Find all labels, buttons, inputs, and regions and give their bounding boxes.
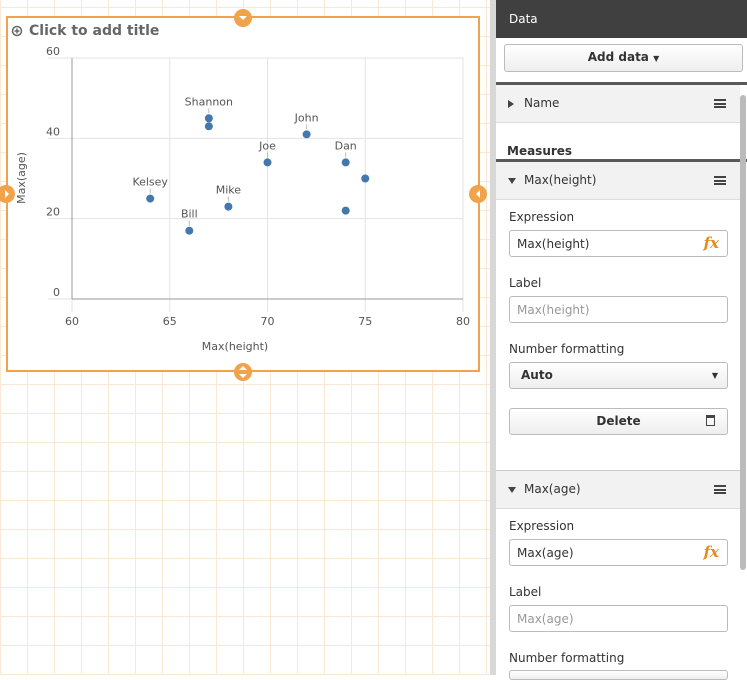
dimension-row[interactable]: Name [496,85,740,123]
x-tick-label: 60 [65,315,79,328]
point [341,158,350,167]
label-input[interactable]: Max(age) [509,605,728,632]
handle-arrow [476,190,480,198]
scrollbar[interactable] [740,95,746,570]
field-label: Number formatting [509,342,625,356]
resize-handles [0,9,487,381]
point [361,174,370,183]
caret: ▼ [711,371,718,380]
drag-handle [714,485,726,494]
x-axis-label: Max(height) [202,340,268,353]
field-label: Label [509,585,542,599]
y-tick-label: 20 [46,206,60,219]
input-text: Max(height) [517,237,590,251]
measure-row[interactable]: Max(height) [496,162,740,200]
y-tick-label: 40 [46,125,60,138]
point [204,122,213,131]
trash-icon [706,415,715,426]
point [204,114,213,123]
y-tick-label: 0 [53,286,60,299]
handle-arrow [5,190,9,198]
fx-icon[interactable]: fx [703,234,719,252]
separator [496,470,740,471]
expression-input[interactable]: Max(age) fx [509,539,728,566]
input-text: Max(age) [517,546,574,560]
field-label: Number formatting [509,651,625,665]
point [302,130,311,139]
separator [496,159,747,162]
measure-name: Max(age) [524,482,581,496]
point-label: Joe [258,139,276,152]
caret: ▼ [653,54,660,63]
drag-handle [714,176,726,185]
collapse-icon [508,178,516,184]
format-dropdown[interactable]: Auto ▼ [509,362,728,389]
point [224,202,233,211]
measure-row[interactable]: Max(age) [496,471,740,509]
x-tick-label: 70 [261,315,275,328]
dimension-name: Name [524,96,560,110]
measure-name: Max(height) [524,173,597,187]
delete-button[interactable]: Delete [509,408,728,435]
placeholder: Max(height) [517,303,590,317]
panel-title: Data [509,12,538,26]
add-data-button[interactable]: Add data ▼ [504,44,743,72]
fx-icon[interactable]: fx [703,543,719,561]
chart-frame [6,16,480,372]
y-axis-label: Max(age) [15,152,28,204]
placeholder: Max(age) [517,612,574,626]
field-label: Expression [509,519,575,533]
button-text: Delete [596,414,641,428]
point-label: Dan [335,139,357,152]
point [146,194,155,203]
point [185,226,194,235]
point-label: Kelsey [132,176,168,189]
chart: Click to add title Max(height) Max(age) … [0,9,487,381]
add-icon[interactable] [11,25,23,37]
dropdown-value: Auto [521,368,553,382]
add-icon-plus [14,28,20,34]
point-label: Mike [216,184,242,197]
chart-title[interactable]: Click to add title [29,23,159,39]
x-tick-label: 75 [358,315,372,328]
panel-header: Data [496,0,747,38]
x-tick-label: 65 [163,315,177,328]
button-text: Add data [587,50,649,64]
field-label: Expression [509,210,575,224]
field-label: Label [509,276,542,290]
expression-input[interactable]: Max(height) fx [509,230,728,257]
point-label: Bill [181,208,198,221]
point [263,158,272,167]
drag-handle [714,99,726,108]
expand-icon [508,100,514,108]
point [341,206,350,215]
label-input[interactable]: Max(height) [509,296,728,323]
separator [496,82,747,85]
handle-bottom[interactable] [234,363,252,381]
handle-arrow [239,366,247,378]
handle-arrow [239,16,247,20]
properties-panel: Data Add data ▼ Name Measures Max(height… [490,0,747,680]
point-label: Shannon [185,95,233,108]
x-tick-label: 80 [456,315,470,328]
format-dropdown[interactable] [509,670,728,680]
y-tick-label: 60 [46,45,60,58]
measures-heading: Measures [507,144,573,158]
point-label: John [294,111,319,124]
collapse-icon [508,487,516,493]
